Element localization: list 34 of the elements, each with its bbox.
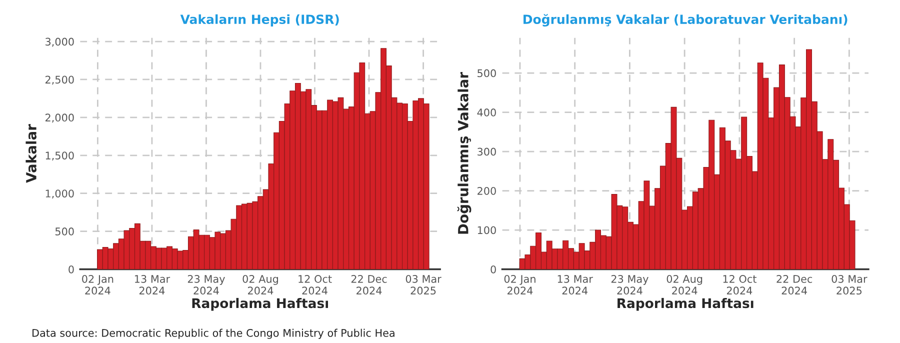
x-tick-label: 23 May 2024 — [188, 274, 225, 295]
chart-title: Vakaların Hepsi (IDSR) — [180, 14, 339, 26]
y-axis-title: Doğrulanmış Vakalar — [457, 72, 472, 234]
y-tick-label: 500 — [55, 228, 74, 236]
y-tick-label: 0 — [68, 265, 74, 274]
x-tick-label: 22 Dec 2024 — [351, 274, 387, 295]
x-tick-label: 03 Mar 2025 — [406, 274, 442, 295]
x-tick-label: 12 Oct 2024 — [723, 274, 756, 295]
y-tick-label: 400 — [477, 108, 496, 116]
x-axis-title: Raporlama Haftası — [192, 298, 328, 311]
x-tick-label: 03 Mar 2025 — [832, 274, 868, 295]
x-tick-label: 02 Jan 2024 — [82, 274, 114, 295]
y-tick-label: 2,000 — [45, 114, 74, 123]
y-tick-label: 1,500 — [46, 152, 74, 161]
x-tick-label: 13 Mar 2024 — [134, 274, 170, 295]
y-tick-label: 3,000 — [46, 38, 74, 47]
x-axis-title: Raporlama Haftası — [618, 298, 754, 311]
y-axis-title: Vakalar — [26, 124, 36, 183]
y-tick-label: 500 — [478, 69, 496, 78]
x-tick-label: 23 May 2024 — [611, 274, 648, 295]
x-tick-label: 13 Mar 2024 — [558, 274, 593, 295]
source-note: Data source: Democratic Republic of the Congo Ministry of Public Hea — [32, 328, 394, 339]
chart-title: Doğrulanmış Vakalar (Laboratuvar Veritabanı) — [524, 14, 848, 27]
x-tick-label: 02 Jan 2024 — [504, 274, 536, 295]
x-tick-label: 12 Oct 2024 — [298, 274, 332, 295]
x-tick-label: 02 Aug 2024 — [666, 274, 702, 295]
x-tick-label: 22 Dec 2024 — [776, 274, 812, 295]
y-tick-label: 300 — [478, 148, 496, 156]
y-tick-label: 100 — [478, 226, 496, 234]
y-tick-label: 1,000 — [46, 190, 74, 199]
y-tick-label: 2,500 — [45, 76, 74, 85]
y-tick-label: 200 — [478, 187, 496, 195]
y-tick-label: 0 — [490, 265, 496, 274]
x-tick-label: 02 Aug 2024 — [242, 274, 278, 295]
